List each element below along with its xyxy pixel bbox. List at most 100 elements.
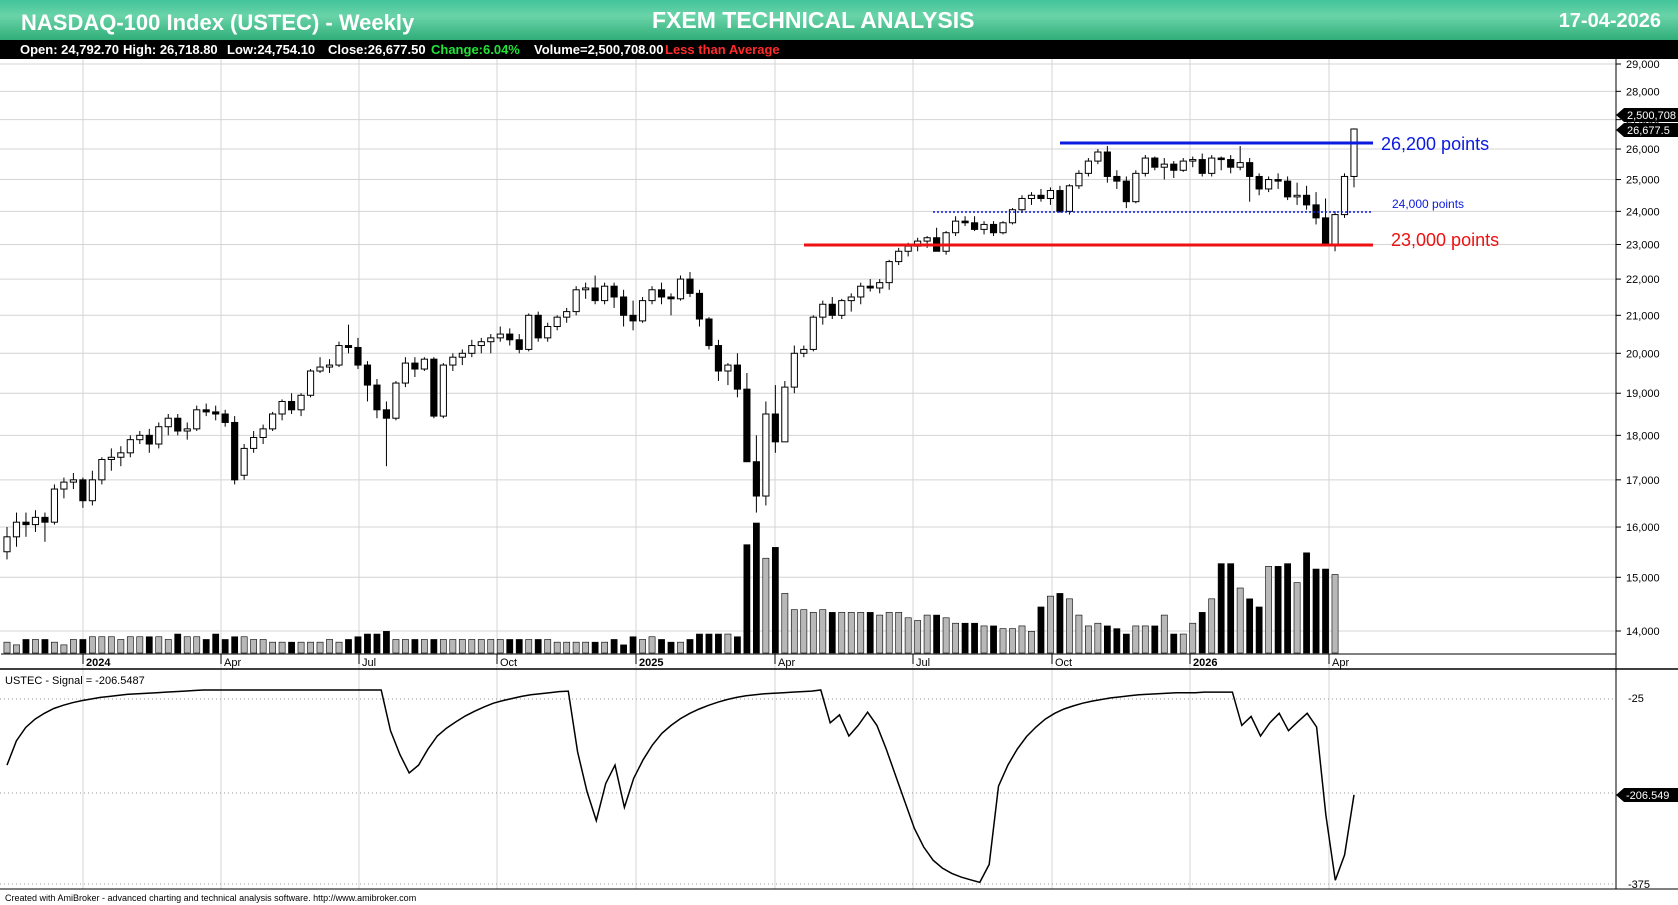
volume-bar	[620, 644, 627, 654]
candle-body	[942, 232, 950, 252]
candle-body	[743, 388, 751, 463]
candle-body	[1198, 159, 1206, 174]
volume-bar	[895, 612, 903, 654]
price-tick-label: 22,000	[1626, 274, 1660, 286]
candle-body	[335, 345, 343, 366]
time-axis: 2024 Apr Jul Oct 2025 Apr Jul Oct 2026 Apr	[82, 654, 1349, 669]
candle-body	[306, 370, 315, 396]
candle-body	[212, 411, 220, 415]
volume-bar	[164, 639, 172, 654]
candle-body	[563, 311, 571, 318]
volume-bar	[477, 639, 485, 654]
volume-bar	[753, 522, 760, 654]
volume-bar	[809, 612, 817, 654]
footer-credit: Created with AmiBroker - advanced charti…	[5, 893, 417, 903]
high-value: High: 26,718.80	[123, 42, 218, 57]
candle-body	[31, 516, 40, 526]
indicator-title: USTEC - Signal = -206.5487	[5, 675, 145, 687]
volume-bar	[420, 639, 428, 654]
volume-bar	[515, 639, 523, 654]
candle-body	[724, 364, 732, 372]
candle-body	[923, 237, 931, 242]
time-axis-label: Apr	[224, 657, 241, 669]
volume-bar	[1265, 566, 1273, 654]
volume-bar	[269, 641, 276, 654]
time-axis-label: Oct	[500, 657, 517, 669]
time-axis-label: 2025	[639, 657, 663, 669]
candle-body	[1312, 204, 1320, 219]
volume-bar	[1018, 625, 1026, 654]
volume-bar	[952, 622, 959, 654]
volume-bar	[60, 644, 68, 654]
volume-bar	[1236, 587, 1244, 654]
candle-body	[126, 439, 134, 454]
candle-body	[601, 285, 609, 302]
volume-bar	[117, 639, 125, 654]
candle-body	[800, 348, 808, 354]
volume-bar	[876, 614, 884, 654]
candle-body	[591, 287, 599, 302]
candle-body	[1027, 194, 1036, 199]
candle-body	[790, 352, 798, 388]
volume-bar	[250, 639, 258, 654]
candle-body	[638, 300, 647, 322]
candle-body	[382, 409, 391, 419]
resistance-label: 26,200 points	[1381, 134, 1489, 154]
candle-body	[420, 358, 428, 370]
volume-bar	[1094, 622, 1102, 654]
candle-body	[857, 285, 865, 298]
candle-body	[183, 428, 191, 432]
volume-bar	[1028, 631, 1035, 654]
volume-bar	[610, 639, 618, 654]
volume-bar	[1312, 568, 1320, 654]
candle-body	[363, 364, 372, 386]
volume-note: Less than Average	[665, 42, 780, 57]
candle-body	[12, 521, 21, 538]
candle-body	[781, 386, 789, 443]
candle-body	[373, 384, 381, 411]
candle-body	[60, 481, 68, 490]
price-tick-label: 20,000	[1626, 348, 1660, 360]
candle-body	[1255, 175, 1263, 190]
candle-body	[989, 223, 998, 234]
candle-body	[344, 345, 353, 348]
volume-bar	[724, 633, 732, 654]
volume-bar	[771, 547, 779, 654]
candle-body	[1141, 157, 1149, 174]
candle-body	[620, 296, 628, 316]
volume-bar	[449, 639, 457, 654]
candle-body	[1056, 190, 1064, 212]
volume-bar	[354, 636, 362, 654]
volume-bar	[41, 639, 49, 654]
price-tick-label: 26,000	[1626, 144, 1660, 156]
volume-bar	[838, 612, 846, 654]
volume-bar	[1141, 625, 1149, 654]
time-axis-label: Jul	[916, 657, 930, 669]
volume-bar	[933, 614, 941, 654]
candle-body	[41, 516, 49, 523]
candle-body	[1331, 214, 1339, 245]
volume-bar	[221, 639, 229, 654]
close-value: Close:26,677.50	[328, 42, 426, 57]
candle-body	[240, 447, 248, 476]
candle-body	[259, 428, 267, 438]
chart-date: 17-04-2026	[1558, 10, 1661, 32]
candle-body	[885, 261, 893, 284]
candle-body	[1151, 157, 1159, 168]
volume-bar	[781, 593, 789, 654]
volume-bar	[430, 639, 438, 654]
candle-body	[544, 326, 552, 339]
volume-bar	[373, 633, 381, 654]
candle-body	[231, 421, 239, 481]
time-axis-label: Oct	[1055, 657, 1072, 669]
candle-body	[297, 394, 305, 411]
candle-body	[1274, 179, 1282, 182]
price-axis: 14,000 15,000 16,000 17,000 18,000 19,000 20,0…	[1616, 59, 1660, 638]
volume-bar	[468, 639, 476, 654]
price-chart[interactable]: 26,200 points 24,000 points 23,000 point…	[0, 59, 1678, 893]
volume-bar	[506, 639, 514, 654]
volume-bar	[1160, 614, 1168, 654]
candle-body	[325, 364, 334, 368]
candle-body	[866, 285, 874, 289]
candle-body	[458, 352, 466, 358]
